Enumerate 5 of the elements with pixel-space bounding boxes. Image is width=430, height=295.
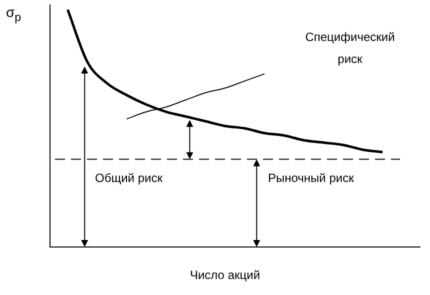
y-axis-title: σ$_{p}$ — [6, 4, 22, 24]
annotation: Рыночный риск — [268, 171, 354, 185]
annotation: Общий риск — [95, 171, 162, 185]
annotation: Специфический риск — [304, 29, 396, 68]
x-axis-title: Число акций — [188, 268, 262, 282]
